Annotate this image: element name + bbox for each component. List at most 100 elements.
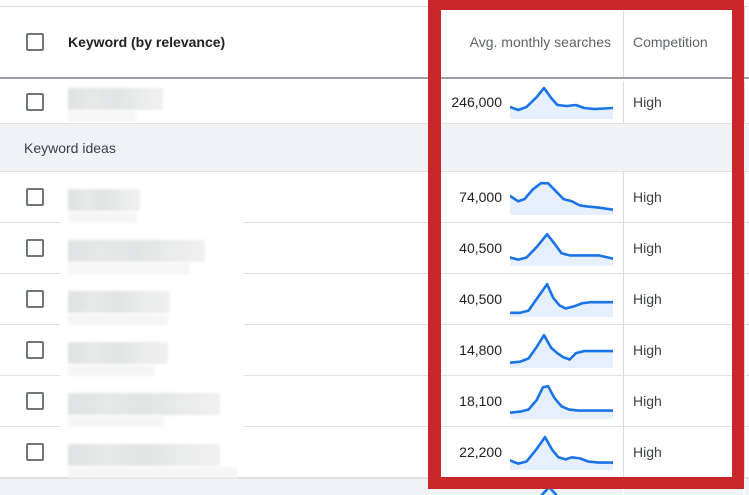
redacted-keyword <box>68 88 163 110</box>
competition-column-label: Competition <box>633 34 708 50</box>
column-border <box>622 489 624 495</box>
row-checkbox-cell <box>0 81 60 123</box>
redacted-keyword-stack <box>68 427 238 478</box>
redacted-keyword-subtext <box>68 313 168 325</box>
table-row: 14,800 High <box>0 325 749 376</box>
row-checkbox[interactable] <box>26 443 44 461</box>
row-checkbox[interactable] <box>26 341 44 359</box>
avg-monthly-searches-value: 40,500 <box>459 240 502 256</box>
redacted-keyword-stack <box>68 376 220 427</box>
row-checkbox[interactable] <box>26 290 44 308</box>
competition-cell: High <box>623 172 744 222</box>
avg-monthly-searches-cell: 18,100 <box>430 376 623 426</box>
table-row: 22,200 High <box>0 427 749 478</box>
competition-value: High <box>633 393 662 409</box>
competition-cell: High <box>623 325 744 375</box>
keyword-cell <box>60 376 430 427</box>
redacted-keyword-subtext <box>68 415 164 427</box>
row-checkbox-cell <box>0 325 60 375</box>
keyword-ideas-rows: 74,000 High 40,500 High <box>0 172 749 478</box>
competition-cell: High <box>623 223 744 273</box>
column-header-competition[interactable]: Competition <box>623 7 744 77</box>
redacted-keyword-subtext <box>68 111 136 122</box>
select-all-cell <box>0 7 60 77</box>
avg-monthly-searches-value: 74,000 <box>459 189 502 205</box>
table-row: 40,500 High <box>0 274 749 325</box>
section-header-keyword-ideas: Keyword ideas <box>0 124 749 172</box>
redacted-keyword-stack <box>68 274 170 325</box>
avg-monthly-searches-cell: 40,500 <box>430 274 623 324</box>
table-top-border <box>0 6 749 7</box>
column-header-keyword[interactable]: Keyword (by relevance) <box>60 7 430 77</box>
row-checkbox[interactable] <box>26 93 44 111</box>
table-row: 246,000 High <box>0 81 749 124</box>
redacted-keyword-subtext <box>68 262 190 274</box>
competition-value: High <box>633 189 662 205</box>
redacted-keyword-subtext <box>68 211 137 223</box>
next-column-sliver <box>744 325 749 375</box>
table-row: 74,000 High <box>0 172 749 223</box>
trend-sparkline <box>510 230 613 266</box>
table-row: 18,100 High <box>0 376 749 427</box>
competition-value: High <box>633 291 662 307</box>
next-column-sliver <box>744 274 749 324</box>
next-column-sliver <box>744 7 749 77</box>
redacted-keyword <box>68 443 220 466</box>
redacted-keyword-stack <box>68 223 205 274</box>
redacted-keyword-stack <box>68 325 168 376</box>
trend-sparkline <box>510 332 613 368</box>
select-all-checkbox[interactable] <box>26 33 44 51</box>
keyword-cell <box>60 427 430 478</box>
avg-monthly-searches-value: 22,200 <box>459 444 502 460</box>
table-header-row: Keyword (by relevance) Avg. monthly sear… <box>0 7 749 79</box>
trend-sparkline <box>510 281 613 317</box>
annotation-highlight-frame <box>428 0 744 489</box>
redacted-keyword-subtext <box>68 364 155 376</box>
redacted-keyword <box>68 392 220 415</box>
redacted-keyword-stack <box>68 172 140 223</box>
keyword-cell <box>60 172 430 223</box>
competition-cell: High <box>623 274 744 324</box>
row-checkbox-cell <box>0 274 60 324</box>
avg-monthly-searches-cell: 14,800 <box>430 325 623 375</box>
row-checkbox-cell <box>0 427 60 477</box>
redacted-keyword-subtext <box>68 466 238 478</box>
row-checkbox[interactable] <box>26 392 44 410</box>
competition-value: High <box>633 342 662 358</box>
trend-sparkline <box>510 383 613 419</box>
competition-cell: High <box>623 81 744 123</box>
row-checkbox-cell <box>0 223 60 273</box>
column-border <box>743 489 745 495</box>
next-column-sliver <box>744 172 749 222</box>
section-label: Keyword ideas <box>24 139 116 156</box>
redacted-keyword <box>68 341 168 364</box>
trend-sparkline <box>510 85 613 119</box>
avg-monthly-searches-value: 18,100 <box>459 393 502 409</box>
keyword-cell <box>60 325 430 376</box>
competition-value: High <box>633 444 662 460</box>
searched-keyword-row: 246,000 High <box>0 81 749 124</box>
avg-monthly-searches-cell: 40,500 <box>430 223 623 273</box>
next-column-sliver <box>744 223 749 273</box>
next-column-sliver <box>744 81 749 123</box>
avg-monthly-searches-value: 40,500 <box>459 291 502 307</box>
next-column-sliver <box>744 376 749 426</box>
column-border <box>430 489 432 495</box>
row-checkbox[interactable] <box>26 188 44 206</box>
searches-column-label: Avg. monthly searches <box>469 34 611 50</box>
competition-cell: High <box>623 376 744 426</box>
avg-monthly-searches-value: 246,000 <box>451 94 502 110</box>
keyword-cell <box>60 81 430 123</box>
row-checkbox-cell <box>0 376 60 426</box>
avg-monthly-searches-value: 14,800 <box>459 342 502 358</box>
redacted-keyword <box>68 239 205 262</box>
redacted-keyword <box>68 290 170 313</box>
avg-monthly-searches-cell: 74,000 <box>430 172 623 222</box>
row-checkbox-cell <box>0 172 60 222</box>
keyword-cell <box>60 274 430 325</box>
trend-sparkline <box>510 434 613 470</box>
row-checkbox[interactable] <box>26 239 44 257</box>
competition-value: High <box>633 94 662 110</box>
competition-cell: High <box>623 427 744 477</box>
